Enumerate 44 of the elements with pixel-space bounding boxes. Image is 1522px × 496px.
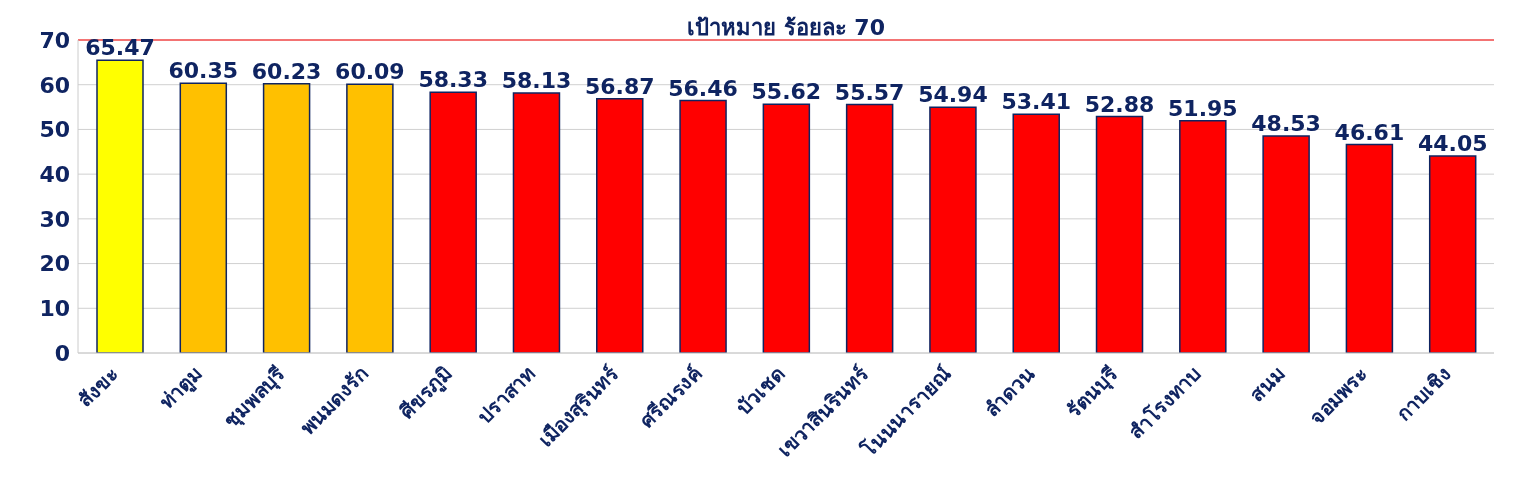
y-tick-label: 50 — [39, 117, 70, 143]
data-label: 44.05 — [1417, 131, 1488, 157]
data-label: 65.47 — [85, 35, 155, 61]
bar — [1012, 113, 1060, 353]
data-label: 60.35 — [168, 58, 239, 84]
ref-line-label: เป้าหมาย ร้อยละ 70 — [687, 15, 885, 40]
data-label: 54.94 — [918, 82, 988, 108]
y-tick-label: 70 — [39, 27, 70, 53]
data-label: 58.13 — [501, 68, 572, 94]
bar — [596, 97, 644, 353]
bar — [929, 106, 977, 353]
data-label: 60.23 — [251, 58, 322, 84]
bar — [1345, 143, 1394, 353]
bar — [1179, 119, 1227, 353]
bar — [762, 103, 811, 353]
data-label: 52.88 — [1084, 91, 1155, 117]
data-label: 55.57 — [834, 79, 905, 105]
bar — [346, 83, 394, 353]
bar — [262, 82, 311, 353]
data-label: 58.33 — [418, 67, 488, 93]
y-tick-label: 0 — [54, 340, 70, 366]
data-label: 53.41 — [1001, 89, 1072, 115]
data-label: 51.95 — [1168, 95, 1238, 121]
data-label: 56.87 — [584, 73, 655, 99]
bar — [845, 103, 894, 353]
x-tick-label: สนม — [1244, 361, 1290, 407]
bar — [1262, 135, 1310, 353]
y-tick-label: 40 — [39, 161, 70, 187]
bar — [429, 91, 477, 353]
y-tick-label: 20 — [39, 251, 70, 277]
y-tick-label: 30 — [39, 206, 70, 232]
bar — [512, 92, 561, 353]
bar — [679, 99, 727, 353]
bar — [179, 82, 228, 353]
data-label: 55.62 — [751, 79, 822, 105]
data-label: 60.09 — [335, 59, 405, 85]
y-tick-label: 60 — [39, 72, 70, 98]
bar — [1095, 115, 1144, 353]
data-label: 46.61 — [1334, 119, 1405, 145]
data-label: 48.53 — [1251, 111, 1321, 136]
data-label: 56.46 — [668, 75, 738, 101]
bar — [1428, 155, 1477, 353]
bar — [96, 59, 144, 353]
y-tick-label: 10 — [39, 296, 70, 322]
